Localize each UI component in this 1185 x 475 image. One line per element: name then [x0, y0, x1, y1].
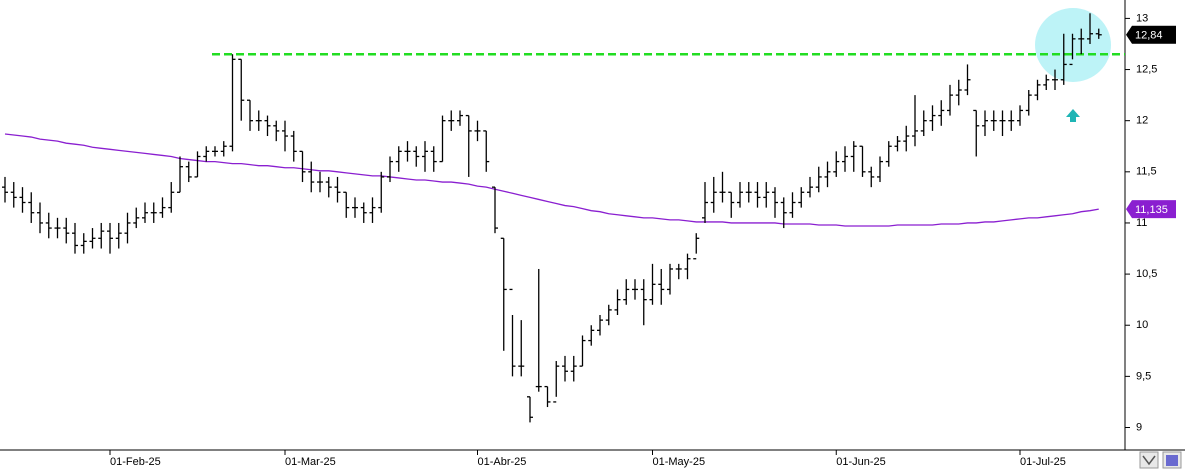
- x-tick-label: 01-Abr-25: [478, 456, 527, 468]
- y-tick-label: 11: [1136, 217, 1147, 229]
- x-tick-label: 01-Mar-25: [285, 456, 336, 468]
- up-arrow: [1066, 109, 1080, 122]
- x-tick-label: 01-Jun-25: [836, 456, 886, 468]
- last-price-label: 12,84: [1135, 30, 1163, 42]
- corner-buttons: [1139, 451, 1182, 469]
- y-tick-label: 9,5: [1136, 370, 1151, 382]
- zoom-button[interactable]: [1139, 451, 1159, 469]
- y-tick-label: 13: [1136, 12, 1148, 24]
- ma-value-box: [1132, 200, 1176, 219]
- x-tick-label: 01-Feb-25: [110, 456, 161, 468]
- y-tick-label: 11,5: [1136, 166, 1157, 178]
- ma-value-pointer: [1126, 200, 1132, 219]
- last-price-box: [1132, 25, 1176, 44]
- y-tick-label: 10: [1136, 319, 1148, 331]
- y-tick-label: 12: [1136, 115, 1148, 127]
- y-tick-label: 12,5: [1136, 63, 1157, 75]
- moving-average: [4, 133, 1099, 227]
- save-icon: [1166, 455, 1178, 466]
- y-tick-label: 10,5: [1136, 268, 1157, 280]
- y-tick-label: 9: [1136, 421, 1142, 433]
- x-tick-label: 01-Jul-25: [1020, 456, 1066, 468]
- ma-value-label: 11,135: [1135, 204, 1168, 216]
- zoom-icon: [1142, 455, 1156, 466]
- last-price-pointer: [1126, 25, 1132, 44]
- ohlc-bars: [2, 13, 1102, 423]
- x-tick-label: 01-May-25: [653, 456, 706, 468]
